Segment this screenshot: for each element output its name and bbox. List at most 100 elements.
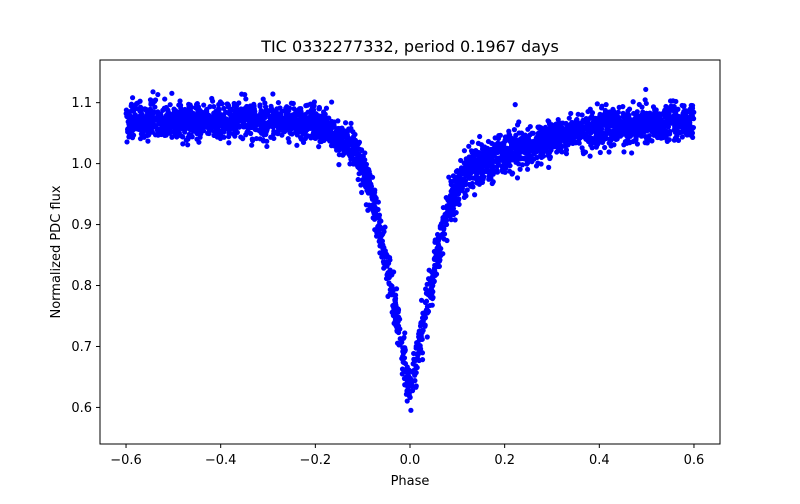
- data-point: [261, 123, 268, 129]
- data-point: [449, 179, 455, 185]
- data-point: [129, 114, 135, 120]
- data-point: [347, 139, 353, 146]
- data-point: [630, 99, 636, 105]
- data-point: [542, 144, 548, 150]
- data-point: [393, 308, 400, 314]
- data-point: [664, 118, 670, 124]
- data-point: [638, 133, 645, 139]
- y-tick-label: 1.1: [71, 96, 92, 111]
- data-point: [481, 151, 487, 157]
- data-point: [477, 158, 483, 164]
- data-point: [258, 114, 265, 120]
- data-point: [384, 253, 390, 259]
- data-point: [341, 151, 347, 157]
- data-point: [465, 170, 471, 176]
- data-point: [361, 177, 368, 183]
- data-point: [308, 101, 314, 107]
- data-point: [501, 146, 507, 152]
- data-point: [535, 124, 541, 130]
- data-point: [496, 158, 502, 164]
- data-point: [234, 129, 240, 136]
- data-point: [503, 165, 509, 171]
- data-point: [190, 127, 196, 134]
- data-point: [570, 137, 576, 143]
- data-point: [615, 109, 621, 115]
- data-point: [309, 105, 315, 112]
- data-point: [178, 112, 184, 118]
- data-point: [329, 125, 335, 131]
- data-point: [450, 173, 456, 179]
- data-point: [634, 129, 640, 135]
- data-point: [643, 134, 649, 140]
- data-point: [518, 140, 525, 146]
- data-point: [688, 132, 694, 138]
- data-point: [508, 137, 515, 143]
- data-point: [256, 128, 263, 134]
- data-point: [458, 167, 464, 173]
- data-point: [492, 135, 498, 141]
- data-point: [458, 157, 464, 164]
- data-point: [645, 114, 652, 120]
- data-point: [508, 146, 514, 153]
- data-point: [161, 116, 168, 122]
- data-point: [459, 185, 465, 191]
- data-point: [155, 91, 161, 98]
- data-point: [290, 118, 297, 124]
- data-point: [152, 97, 159, 103]
- data-point: [424, 304, 431, 310]
- data-point: [211, 132, 217, 139]
- data-point: [499, 163, 505, 170]
- data-point: [425, 291, 431, 297]
- data-point: [379, 232, 385, 239]
- data-point: [312, 120, 318, 126]
- data-point: [440, 214, 446, 221]
- data-point: [408, 407, 414, 413]
- data-point: [616, 114, 622, 121]
- data-point: [140, 106, 146, 112]
- data-point: [633, 133, 640, 139]
- data-point: [373, 213, 379, 219]
- data-point: [155, 109, 161, 115]
- data-point: [286, 139, 292, 145]
- data-point: [195, 104, 202, 110]
- data-point: [316, 106, 322, 112]
- data-point: [429, 290, 435, 297]
- data-point: [416, 328, 422, 334]
- data-point: [146, 132, 152, 138]
- data-point: [133, 105, 140, 112]
- data-point: [511, 127, 518, 133]
- data-point: [572, 133, 578, 139]
- data-point: [402, 382, 408, 388]
- data-point: [469, 139, 475, 145]
- data-point: [516, 130, 522, 136]
- data-point: [232, 133, 238, 139]
- data-point: [551, 129, 558, 135]
- data-point: [167, 102, 173, 108]
- data-point: [440, 219, 446, 225]
- data-point: [681, 103, 687, 109]
- data-point: [488, 161, 494, 167]
- data-point: [416, 357, 422, 364]
- data-point: [380, 242, 386, 248]
- data-point: [606, 109, 613, 115]
- data-point: [566, 115, 572, 121]
- data-point: [684, 132, 690, 138]
- data-point: [162, 96, 168, 102]
- data-point: [321, 127, 327, 133]
- data-point: [395, 326, 401, 332]
- data-point: [124, 139, 130, 145]
- data-point: [229, 117, 236, 124]
- data-point: [350, 144, 356, 150]
- data-point: [240, 136, 246, 142]
- data-point: [546, 118, 552, 125]
- data-point: [490, 171, 496, 177]
- data-point: [314, 116, 320, 122]
- data-point: [376, 238, 382, 245]
- data-point: [425, 276, 432, 282]
- y-tick-label: 1.0: [71, 157, 92, 172]
- data-point: [401, 349, 408, 355]
- data-point: [178, 125, 184, 131]
- data-point: [622, 124, 628, 130]
- data-point: [534, 154, 540, 161]
- data-point: [231, 100, 237, 107]
